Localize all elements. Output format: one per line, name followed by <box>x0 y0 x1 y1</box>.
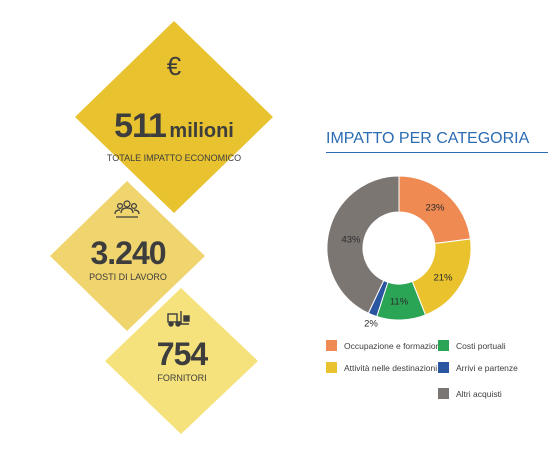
slice-label-1: 23% <box>425 203 445 214</box>
legend-label: Attività nelle destinazioni <box>344 362 438 373</box>
legend-item: Costi portuali <box>438 340 506 351</box>
donut-slice-5 <box>326 175 400 314</box>
suppliers-diamond-shape <box>105 288 258 434</box>
legend-item: Altri acquisti <box>438 388 502 399</box>
donut-slice-3 <box>376 280 427 321</box>
legend-item: Occupazione e formazione <box>326 340 445 351</box>
legend-swatch <box>326 340 337 351</box>
donut-slice-4 <box>367 279 389 318</box>
slice-label-4: 2% <box>364 319 378 330</box>
slice-label-5: 43% <box>341 235 361 246</box>
economic-number: 511 milioni <box>113 107 235 146</box>
suppliers-number: 754 <box>156 336 208 372</box>
economic-diamond-shape <box>75 21 273 213</box>
legend-item: Attività nelle destinazioni <box>326 362 437 373</box>
suppliers-diamond: 754 FORNITORI <box>105 288 258 434</box>
economic-value: 511 <box>114 107 167 145</box>
legend-label: Occupazione e formazione <box>344 340 446 351</box>
donut-slice-2 <box>411 238 472 316</box>
chart-title: IMPATTO PER CATEGORIA <box>326 130 530 147</box>
forklift-icon <box>167 311 190 327</box>
economic-impact-diamond: € 511 milioni TOTALE IMPATTO ECONOMICO <box>75 21 273 213</box>
euro-icon: € <box>166 51 182 81</box>
legend-swatch <box>438 362 449 373</box>
slice-label-3: 11% <box>390 297 409 308</box>
suppliers-label: FORNITORI <box>157 373 207 383</box>
jobs-label: POSTI DI LAVORO <box>89 272 167 282</box>
chart-title-block: IMPATTO PER CATEGORIA <box>326 130 548 153</box>
jobs-diamond: 3.240 POSTI DI LAVORO <box>50 181 205 331</box>
legend-label: Altri acquisti <box>456 388 502 399</box>
economic-label: TOTALE IMPATTO ECONOMICO <box>106 153 242 163</box>
people-icon <box>114 200 140 218</box>
donut-slice-1 <box>398 175 471 245</box>
chart-title-underline <box>326 152 548 153</box>
legend-swatch <box>438 340 449 351</box>
jobs-diamond-shape <box>50 181 205 331</box>
legend-label: Costi portuali <box>456 340 506 351</box>
slice-label-2: 21% <box>433 273 453 284</box>
economic-unit: milioni <box>169 120 234 142</box>
legend-label: Arrivi e partenze <box>456 362 518 373</box>
legend-swatch <box>326 362 337 373</box>
legend-swatch <box>438 388 449 399</box>
jobs-number: 3.240 <box>90 235 166 271</box>
legend-item: Arrivi e partenze <box>438 362 518 373</box>
